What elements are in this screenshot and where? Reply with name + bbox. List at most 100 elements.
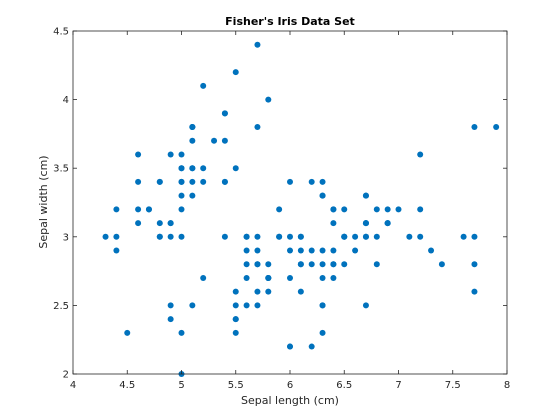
data-point — [471, 233, 478, 240]
data-point — [384, 206, 391, 213]
data-point — [189, 165, 196, 172]
data-point — [135, 206, 142, 213]
points-layer — [102, 41, 500, 377]
x-tick-label: 6 — [287, 380, 293, 391]
x-axis-ticks: 4 4.5 5 5.5 6 6.5 7 7.5 8 — [70, 31, 510, 391]
data-point — [221, 233, 228, 240]
data-point — [189, 192, 196, 199]
data-point — [167, 220, 174, 227]
data-point — [243, 247, 250, 254]
data-point — [319, 261, 326, 268]
data-point — [200, 82, 207, 89]
data-point — [178, 192, 185, 199]
data-point — [232, 69, 239, 76]
data-point — [319, 178, 326, 185]
data-point — [243, 274, 250, 281]
data-point — [254, 247, 261, 254]
data-point — [200, 178, 207, 185]
data-point — [330, 247, 337, 254]
data-point — [265, 288, 272, 295]
data-point — [265, 274, 272, 281]
data-point — [189, 178, 196, 185]
data-point — [384, 220, 391, 227]
data-point — [200, 165, 207, 172]
data-point — [243, 302, 250, 309]
x-tick-label: 8 — [504, 380, 510, 391]
data-point — [330, 261, 337, 268]
data-point — [373, 206, 380, 213]
data-point — [156, 233, 163, 240]
y-tick-label: 3.5 — [53, 164, 69, 175]
data-point — [287, 178, 293, 185]
data-point — [319, 329, 326, 336]
data-point — [243, 233, 250, 240]
data-point — [319, 192, 326, 199]
data-point — [417, 206, 424, 213]
data-point — [362, 220, 369, 227]
data-point — [330, 274, 337, 281]
data-point — [221, 137, 228, 144]
data-point — [308, 261, 315, 268]
data-point — [178, 329, 185, 336]
data-point — [308, 343, 315, 350]
data-point — [362, 233, 369, 240]
data-point — [297, 288, 304, 295]
data-point — [297, 261, 304, 268]
data-point — [287, 247, 293, 254]
data-point — [156, 220, 163, 227]
data-point — [254, 41, 261, 48]
data-point — [362, 192, 369, 199]
data-point — [308, 178, 315, 185]
data-point — [493, 124, 500, 131]
data-point — [232, 316, 239, 323]
data-point — [254, 261, 261, 268]
data-point — [145, 206, 152, 213]
data-point — [135, 178, 142, 185]
data-point — [341, 261, 348, 268]
data-point — [319, 302, 326, 309]
chart-title: Fisher's Iris Data Set — [225, 15, 355, 28]
x-tick-label: 5.5 — [228, 380, 244, 391]
data-point — [167, 233, 174, 240]
data-point — [406, 233, 413, 240]
data-point — [189, 124, 196, 131]
data-point — [330, 220, 337, 227]
data-point — [287, 233, 293, 240]
data-point — [428, 247, 435, 254]
data-point — [417, 151, 424, 158]
data-point — [113, 206, 120, 213]
data-point — [308, 247, 315, 254]
data-point — [330, 206, 337, 213]
data-point — [265, 261, 272, 268]
data-point — [460, 233, 467, 240]
data-point — [276, 233, 283, 240]
x-axis-label: Sepal length (cm) — [241, 394, 339, 407]
data-point — [352, 233, 359, 240]
data-point — [232, 165, 239, 172]
y-tick-label: 2 — [63, 370, 69, 381]
y-tick-label: 2.5 — [53, 301, 69, 312]
x-tick-label: 6.5 — [336, 380, 352, 391]
data-point — [287, 343, 293, 350]
data-point — [341, 233, 348, 240]
y-tick-label: 4 — [63, 95, 69, 106]
data-point — [243, 261, 250, 268]
data-point — [362, 302, 369, 309]
data-point — [232, 329, 239, 336]
data-point — [178, 206, 185, 213]
data-point — [189, 137, 196, 144]
data-point — [167, 151, 174, 158]
data-point — [276, 206, 283, 213]
data-point — [178, 165, 185, 172]
data-point — [352, 247, 359, 254]
data-point — [254, 288, 261, 295]
data-point — [319, 274, 326, 281]
data-point — [221, 178, 228, 185]
data-point — [254, 233, 261, 240]
data-point — [102, 233, 109, 240]
data-point — [178, 151, 185, 158]
data-point — [167, 302, 174, 309]
data-point — [221, 110, 228, 117]
